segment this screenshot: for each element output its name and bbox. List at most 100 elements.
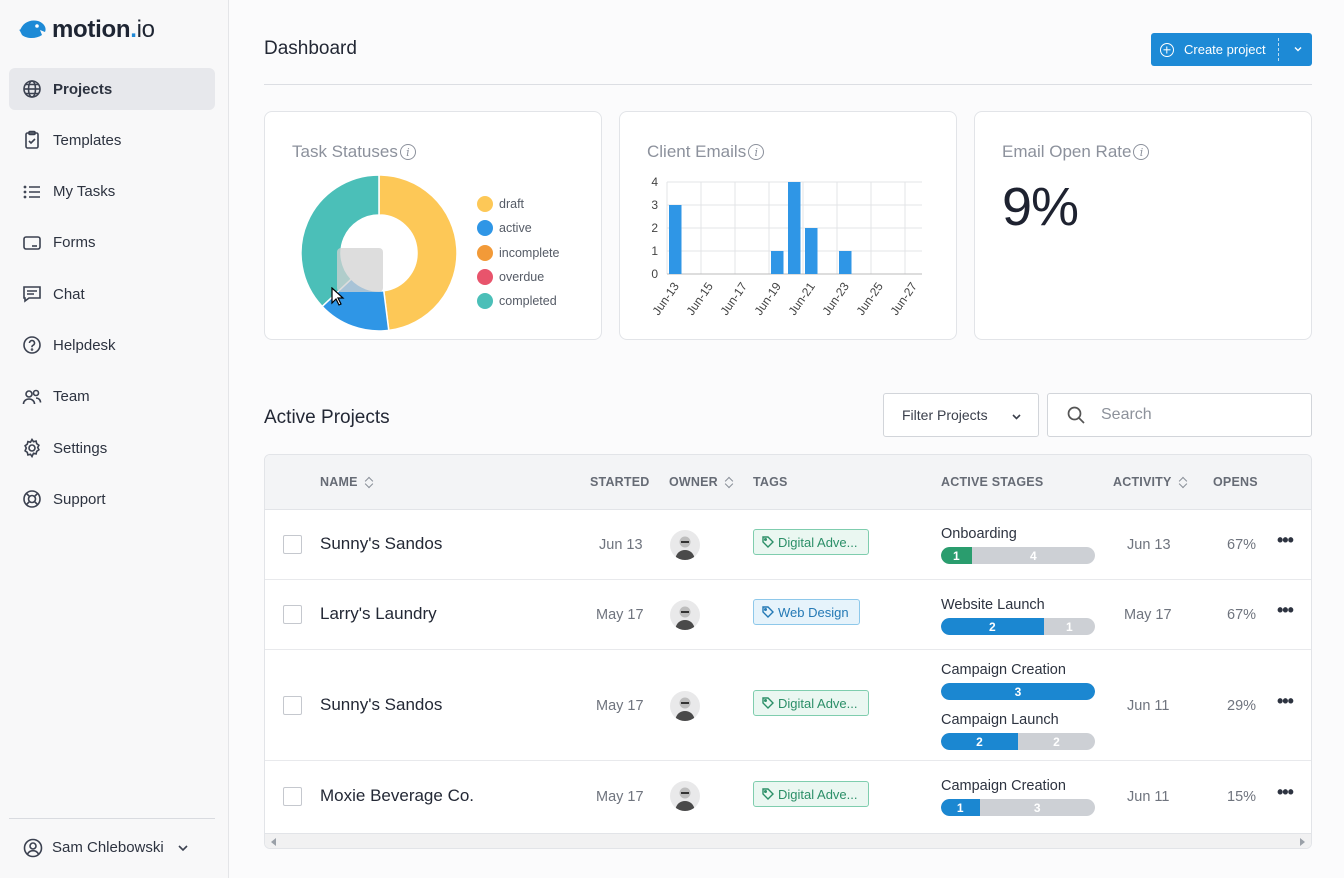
y-tick-label: 1 — [651, 244, 658, 258]
opens-rate: 67% — [1227, 607, 1257, 623]
donut-slice-draft[interactable] — [378, 174, 458, 332]
tag-icon — [762, 697, 774, 709]
tag-badge[interactable]: Digital Adve... — [753, 781, 869, 807]
sidebar-item-projects[interactable]: Projects — [9, 68, 215, 110]
x-tick-label: Jun-15 — [683, 279, 716, 317]
info-icon[interactable]: i — [1133, 144, 1150, 160]
clipboard-check-icon — [22, 130, 42, 150]
search-input[interactable] — [1101, 406, 1291, 424]
more-options-icon[interactable]: ••• — [1277, 691, 1294, 711]
form-icon — [22, 233, 42, 253]
sidebar-item-label: Chat — [53, 285, 85, 303]
filter-projects-dropdown[interactable]: Filter Projects — [883, 393, 1039, 437]
project-name[interactable]: Sunny's Sandos — [320, 534, 443, 553]
chevron-down-icon[interactable] — [1293, 44, 1303, 54]
logo[interactable]: motion.io — [18, 14, 155, 46]
stage-done-segment: 1 — [941, 547, 972, 564]
sidebar-item-support[interactable]: Support — [9, 478, 215, 520]
column-header-started[interactable]: STARTED — [590, 475, 650, 489]
started-date: May 17 — [596, 789, 644, 805]
tag-badge[interactable]: Web Design — [753, 599, 860, 625]
section-title: Active Projects — [264, 407, 390, 428]
table-row[interactable]: Larry's Laundry May 17 Web Design Websit… — [265, 580, 1311, 650]
bar-Jun-13[interactable] — [669, 205, 682, 274]
column-header-active-stages[interactable]: ACTIVE STAGES — [941, 475, 1044, 489]
info-icon[interactable]: i — [399, 144, 416, 160]
sidebar-item-my-tasks[interactable]: My Tasks — [9, 171, 215, 213]
avatar[interactable] — [670, 691, 700, 721]
stage-done-segment: 2 — [941, 733, 1018, 750]
stage-done-segment: 2 — [941, 618, 1044, 635]
sort-icon — [1179, 476, 1188, 488]
sidebar-item-label: Support — [53, 490, 106, 508]
page-title: Dashboard — [264, 38, 357, 59]
horizontal-scrollbar[interactable] — [265, 833, 1311, 848]
row-checkbox[interactable] — [283, 696, 302, 715]
row-checkbox[interactable] — [283, 787, 302, 806]
stage-name: Campaign Creation — [941, 778, 1066, 794]
legend-item-incomplete[interactable]: incomplete — [477, 241, 559, 265]
legend-item-active[interactable]: active — [477, 216, 559, 240]
user-menu[interactable]: Sam Chlebowski — [9, 818, 215, 876]
x-tick-label: Jun-23 — [819, 279, 852, 317]
column-header-opens[interactable]: OPENS — [1213, 475, 1258, 489]
stage-name: Onboarding — [941, 526, 1017, 542]
table-row[interactable]: Sunny's Sandos May 17 Digital Adve... Ca… — [265, 650, 1311, 761]
scroll-left-icon[interactable] — [271, 838, 276, 846]
tag-badge[interactable]: Digital Adve... — [753, 690, 869, 716]
card-title-text: Client Emails — [647, 142, 747, 161]
column-header-name[interactable]: NAME — [320, 475, 374, 489]
projects-table: NAME STARTED OWNER TAGS ACTIVE STAGES AC… — [264, 454, 1312, 849]
bar-Jun-20[interactable] — [788, 182, 801, 274]
stage-remaining-segment: 1 — [1066, 619, 1073, 634]
more-options-icon[interactable]: ••• — [1277, 782, 1294, 802]
scroll-right-icon[interactable] — [1300, 838, 1305, 846]
project-name[interactable]: Moxie Beverage Co. — [320, 786, 475, 805]
avatar[interactable] — [670, 781, 700, 811]
sidebar-item-forms[interactable]: Forms — [9, 222, 215, 264]
table-row[interactable]: Moxie Beverage Co. May 17 Digital Adve..… — [265, 761, 1311, 831]
sidebar-item-team[interactable]: Team — [9, 376, 215, 418]
stage-remaining-segment: 4 — [1030, 548, 1037, 563]
stage-name: Campaign Creation — [941, 662, 1066, 678]
column-header-owner[interactable]: OWNER — [669, 475, 734, 489]
activity-date: May 17 — [1124, 607, 1172, 623]
project-name[interactable]: Sunny's Sandos — [320, 695, 443, 714]
more-options-icon[interactable]: ••• — [1277, 530, 1294, 550]
info-icon[interactable]: i — [748, 144, 765, 160]
legend-item-draft[interactable]: draft — [477, 192, 559, 216]
legend-item-overdue[interactable]: overdue — [477, 265, 559, 289]
sidebar-item-templates[interactable]: Templates — [9, 119, 215, 161]
row-checkbox[interactable] — [283, 535, 302, 554]
stage-remaining-segment: 3 — [1033, 800, 1041, 815]
sidebar-item-label: Templates — [53, 131, 122, 149]
avatar[interactable] — [670, 530, 700, 560]
user-circle-icon — [23, 838, 43, 857]
tag-badge[interactable]: Digital Adve... — [753, 529, 869, 555]
row-checkbox[interactable] — [283, 605, 302, 624]
sidebar-item-chat[interactable]: Chat — [9, 273, 215, 315]
avatar[interactable] — [670, 600, 700, 630]
more-options-icon[interactable]: ••• — [1277, 600, 1294, 620]
project-name[interactable]: Larry's Laundry — [320, 604, 437, 623]
bar-Jun-19[interactable] — [771, 251, 784, 274]
sidebar-item-helpdesk[interactable]: Helpdesk — [9, 324, 215, 366]
table-row[interactable]: Sunny's Sandos Jun 13 Digital Adve... On… — [265, 510, 1311, 580]
column-header-activity[interactable]: ACTIVITY — [1113, 475, 1188, 489]
bar-Jun-23[interactable] — [839, 251, 852, 274]
email-open-rate-card: Email Open Rate i 9% — [974, 111, 1312, 340]
bar-Jun-21[interactable] — [805, 228, 818, 274]
button-divider — [1278, 38, 1279, 61]
column-header-tags[interactable]: TAGS — [753, 475, 788, 489]
x-tick-label: Jun-13 — [649, 279, 682, 317]
sidebar-item-settings[interactable]: Settings — [9, 427, 215, 469]
x-tick-label: Jun-21 — [785, 279, 818, 317]
sidebar-item-label: Settings — [53, 439, 108, 457]
legend-item-completed[interactable]: completed — [477, 289, 559, 313]
create-project-button[interactable]: Create project — [1151, 33, 1312, 66]
legend-swatch — [477, 244, 493, 261]
plus-circle-icon — [1160, 42, 1174, 57]
